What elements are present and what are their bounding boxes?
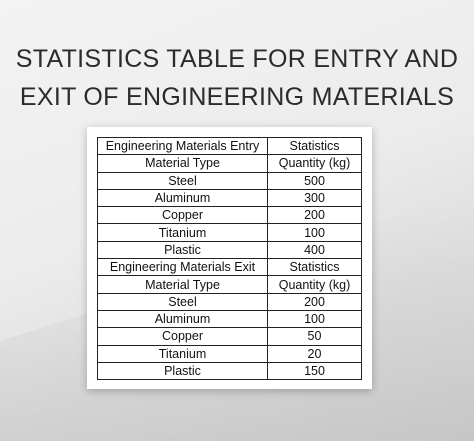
table-cell: Steel (97, 292, 268, 311)
table-row: Aluminum 100 (97, 309, 362, 329)
table-cell: Material Type (97, 275, 268, 294)
table-row: Aluminum 300 (97, 188, 362, 208)
title-line-1: STATISTICS TABLE FOR ENTRY AND (15, 45, 459, 73)
table-cell: 300 (267, 188, 362, 208)
table-row: Material Type Quantity (kg) (97, 154, 362, 173)
table-cell: Engineering Materials Entry (97, 136, 268, 156)
table-cell: 50 (267, 327, 362, 346)
page-title: STATISTICS TABLE FOR ENTRY AND EXIT OF E… (0, 40, 474, 116)
spreadsheet-card: Engineering Materials Entry Statistics M… (87, 127, 372, 389)
table-cell: Statistics (267, 136, 362, 156)
statistics-table: Engineering Materials Entry Statistics M… (97, 136, 362, 381)
table-cell: Aluminum (97, 188, 268, 208)
table-row: Titanium 100 (97, 223, 362, 242)
table-cell: Quantity (kg) (267, 154, 362, 173)
table-cell: Titanium (97, 223, 268, 242)
table-cell: 20 (267, 344, 362, 363)
table-cell: 100 (267, 223, 362, 242)
table-cell: 200 (267, 292, 362, 311)
table-row: Plastic 150 (97, 361, 362, 381)
table-cell: 500 (267, 171, 362, 190)
title-line-2: EXIT OF ENGINEERING MATERIALS (19, 83, 455, 111)
table-cell: Titanium (97, 344, 268, 363)
table-row: Engineering Materials Exit Statistics (97, 258, 362, 277)
table-cell: 200 (267, 206, 362, 225)
table-cell: Copper (97, 206, 268, 225)
table-cell: Aluminum (97, 309, 268, 329)
table-row: Plastic 400 (97, 240, 362, 260)
table-cell: Steel (97, 171, 268, 190)
table-cell: Engineering Materials Exit (97, 258, 268, 277)
table-cell: Material Type (97, 154, 268, 173)
table-cell: Plastic (97, 240, 268, 260)
table-cell: Plastic (97, 361, 268, 381)
table-cell: Quantity (kg) (267, 275, 362, 294)
table-row: Copper 50 (97, 327, 362, 346)
table-cell: 400 (267, 240, 362, 260)
table-cell: Statistics (267, 258, 362, 277)
table-row: Titanium 20 (97, 344, 362, 363)
table-row: Engineering Materials Entry Statistics (97, 136, 362, 156)
table-cell: Copper (97, 327, 268, 346)
table-row: Material Type Quantity (kg) (97, 275, 362, 294)
table-row: Steel 500 (97, 171, 362, 190)
table-cell: 150 (267, 361, 362, 381)
table-row: Copper 200 (97, 206, 362, 225)
table-row: Steel 200 (97, 292, 362, 311)
table-cell: 100 (267, 309, 362, 329)
